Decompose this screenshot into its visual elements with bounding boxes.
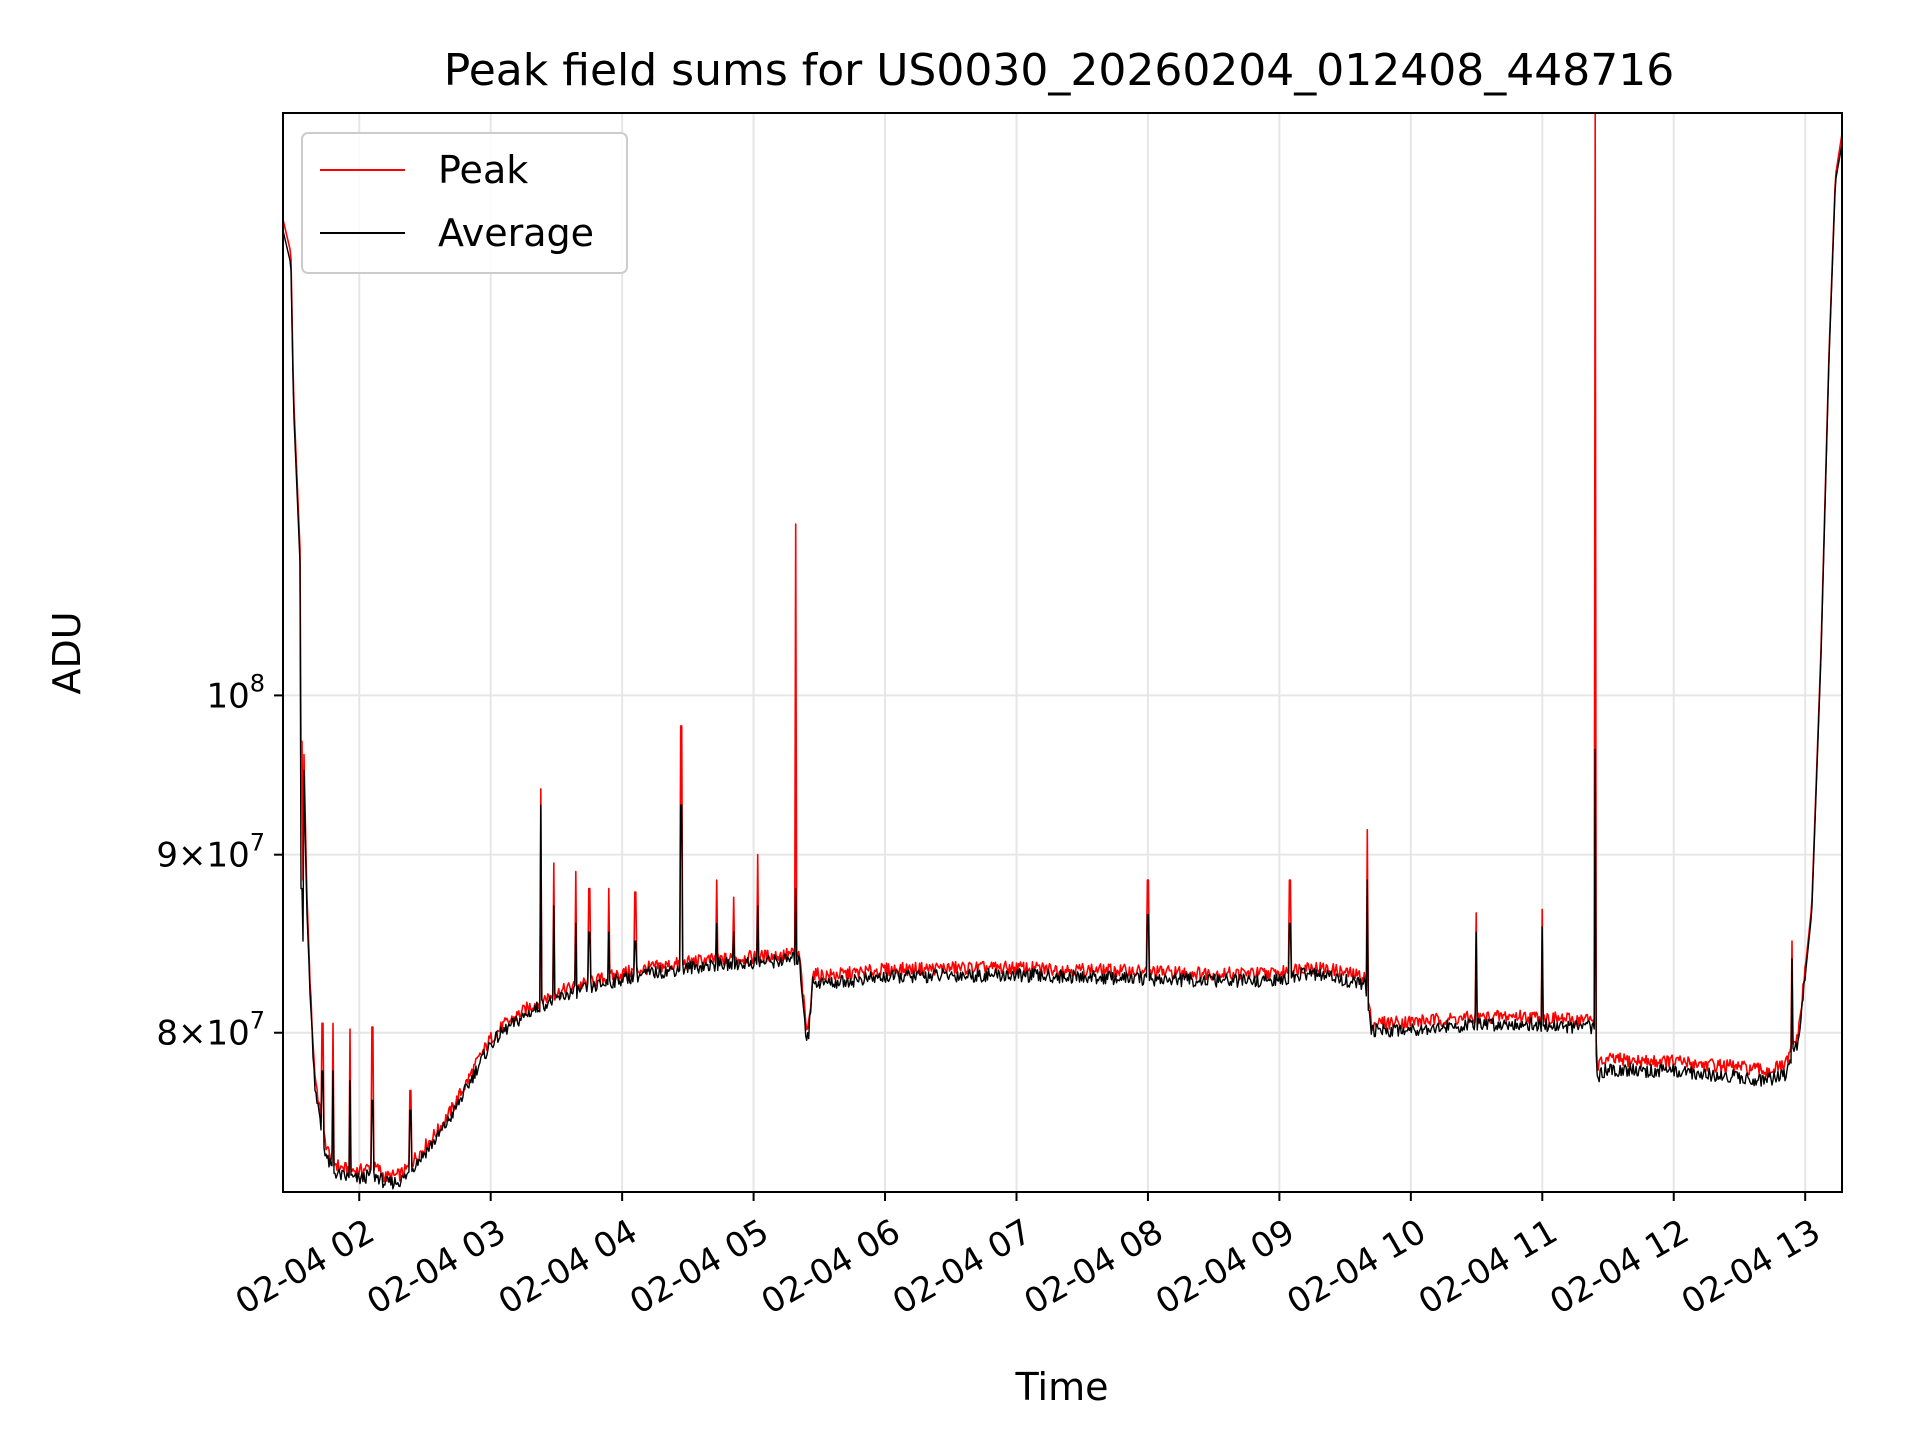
legend-label-average: Average: [438, 211, 594, 255]
x-tick-label: 02-04 04: [492, 1212, 644, 1323]
x-tick-label: 02-04 09: [1149, 1212, 1301, 1323]
x-tick-label: 02-04 02: [229, 1212, 381, 1323]
legend-box: [301, 132, 628, 274]
x-tick-label: 02-04 05: [623, 1212, 775, 1323]
plot-frame: [282, 112, 1843, 1193]
x-tick-label: 02-04 10: [1281, 1212, 1433, 1323]
x-tick-label: 02-04 03: [360, 1212, 512, 1323]
x-tick-label: 02-04 08: [1018, 1212, 1170, 1323]
y-tick-label: 108: [206, 669, 265, 716]
series-line-average: [282, 144, 1843, 1190]
legend-label-peak: Peak: [438, 148, 528, 192]
legend: Peak Average: [301, 132, 628, 274]
x-tick-label: 02-04 12: [1543, 1212, 1695, 1323]
y-axis-label: ADU: [45, 611, 89, 694]
y-tick-label: 9×107: [156, 829, 265, 876]
x-tick-label: 02-04 11: [1412, 1212, 1564, 1323]
chart-title: Peak field sums for US0030_20260204_0124…: [444, 45, 1674, 96]
y-tick-label: 8×107: [156, 1007, 265, 1054]
x-tick-label: 02-04 06: [755, 1212, 907, 1323]
x-tick-label: 02-04 13: [1675, 1212, 1827, 1323]
grid: [283, 113, 1842, 1192]
series-layer: [282, 112, 1843, 1190]
x-axis-label: Time: [1015, 1365, 1109, 1409]
x-tick-label: 02-04 07: [886, 1212, 1038, 1323]
